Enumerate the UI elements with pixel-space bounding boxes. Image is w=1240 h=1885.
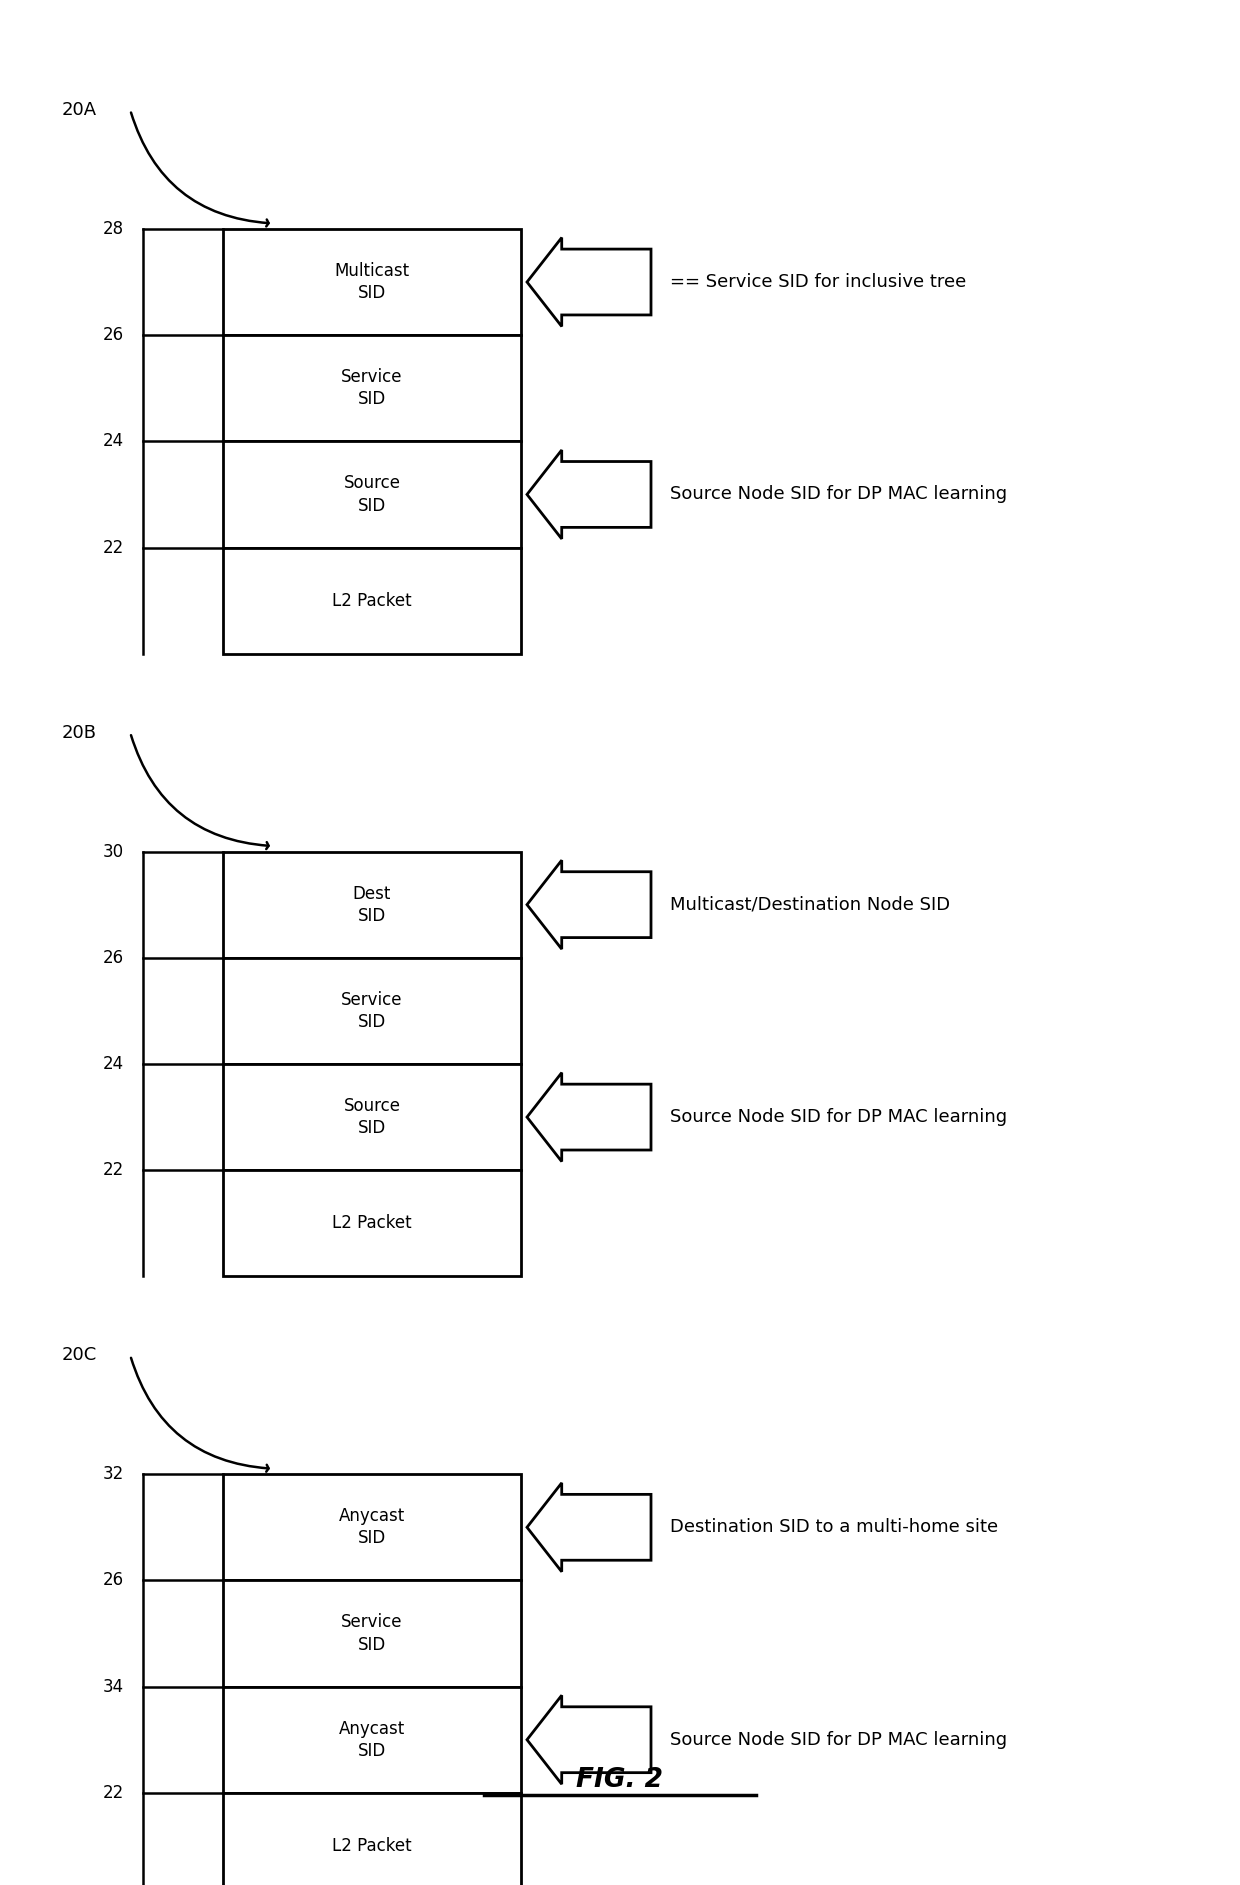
Text: 32: 32 (103, 1465, 124, 1483)
Text: Multicast
SID: Multicast SID (335, 262, 409, 302)
Text: Source
SID: Source SID (343, 475, 401, 515)
Text: 28: 28 (103, 221, 124, 238)
Bar (223, 441, 521, 547)
Text: Service
SID: Service SID (341, 1614, 403, 1653)
Text: 30: 30 (103, 843, 124, 861)
FancyArrow shape (527, 1695, 651, 1785)
Text: FIG. 2: FIG. 2 (577, 1766, 663, 1793)
Text: 24: 24 (103, 1056, 124, 1073)
Bar (223, 228, 521, 336)
Text: 26: 26 (103, 1572, 124, 1589)
FancyArrow shape (527, 238, 651, 326)
Text: Source Node SID for DP MAC learning: Source Node SID for DP MAC learning (670, 486, 1007, 503)
Text: 20B: 20B (62, 724, 97, 741)
Text: Source
SID: Source SID (343, 1097, 401, 1137)
FancyArrow shape (527, 1483, 651, 1572)
Bar (223, 958, 521, 1063)
Text: == Service SID for inclusive tree: == Service SID for inclusive tree (670, 273, 966, 290)
Text: 26: 26 (103, 948, 124, 967)
Bar (223, 1580, 521, 1687)
Text: 22: 22 (103, 1783, 124, 1802)
Text: 22: 22 (103, 1161, 124, 1180)
Text: Dest
SID: Dest SID (353, 884, 391, 926)
Text: Service
SID: Service SID (341, 368, 403, 409)
Bar (223, 1687, 521, 1793)
Bar (223, 852, 521, 958)
Bar (223, 336, 521, 441)
Bar (223, 1063, 521, 1171)
FancyArrow shape (527, 451, 651, 539)
Bar (223, 1171, 521, 1276)
Text: Source Node SID for DP MAC learning: Source Node SID for DP MAC learning (670, 1108, 1007, 1125)
Text: L2 Packet: L2 Packet (332, 1838, 412, 1855)
Text: Service
SID: Service SID (341, 992, 403, 1031)
Bar (223, 547, 521, 654)
Text: Anycast
SID: Anycast SID (339, 1508, 405, 1548)
Text: Destination SID to a multi-home site: Destination SID to a multi-home site (670, 1517, 998, 1536)
Text: L2 Packet: L2 Packet (332, 592, 412, 609)
Text: 24: 24 (103, 432, 124, 451)
Text: 26: 26 (103, 326, 124, 345)
FancyArrow shape (527, 860, 651, 950)
Text: 34: 34 (103, 1678, 124, 1696)
Text: Multicast/Destination Node SID: Multicast/Destination Node SID (670, 895, 950, 914)
Text: 22: 22 (103, 539, 124, 556)
Bar (223, 1474, 521, 1580)
Text: L2 Packet: L2 Packet (332, 1214, 412, 1233)
Text: 20A: 20A (62, 102, 97, 119)
FancyArrow shape (527, 1073, 651, 1161)
Text: Source Node SID for DP MAC learning: Source Node SID for DP MAC learning (670, 1730, 1007, 1749)
Text: 20C: 20C (62, 1346, 97, 1365)
Bar (223, 1793, 521, 1885)
Text: Anycast
SID: Anycast SID (339, 1719, 405, 1761)
